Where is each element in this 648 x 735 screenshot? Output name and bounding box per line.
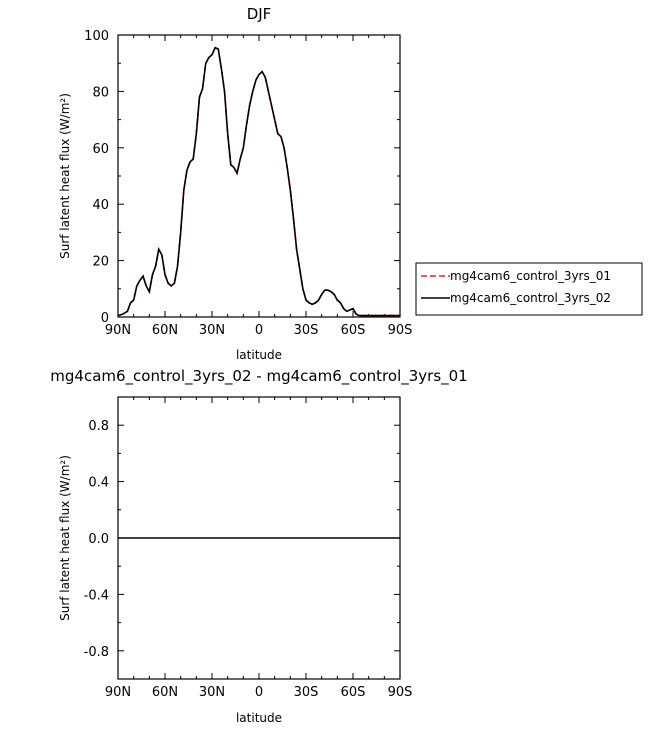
bottom-panel: mg4cam6_control_3yrs_02 - mg4cam6_contro… — [50, 367, 467, 725]
top-series-line-2 — [117, 46, 400, 317]
top-x-tick-label: 0 — [255, 323, 263, 338]
top-x-axis-label: latitude — [236, 348, 282, 362]
top-panel: DJF 90N 60N 30N 0 30S 60S 90S 0 20 40 60 80 100 lati… — [58, 5, 412, 362]
top-y-axis-label: Surf latent heat flux (W/m²) — [58, 93, 72, 259]
top-series-line-1 — [117, 46, 400, 317]
bottom-x-tick-label: 60N — [152, 685, 178, 700]
top-x-tick-label: 90S — [388, 323, 413, 338]
bottom-x-tick-label: 30N — [199, 685, 225, 700]
top-x-tick-label: 60N — [152, 323, 178, 338]
top-x-tick-label: 30N — [199, 323, 225, 338]
bottom-y-tick-label: -0.8 — [84, 645, 109, 660]
top-series-group — [117, 46, 400, 317]
top-x-tick-label: 30S — [294, 323, 319, 338]
top-plot-frame — [117, 34, 401, 318]
top-y-tick-label: 20 — [92, 255, 109, 270]
top-y-tick-label: 100 — [84, 29, 109, 44]
bottom-y-tick-label: 0.8 — [88, 419, 109, 434]
bottom-ticks: 90N 60N 30N 0 30S 60S 90S -0.8 -0.4 0.0 0.4 0.8 — [84, 396, 413, 700]
top-y-tick-label: 60 — [92, 142, 109, 157]
top-y-tick-label: 40 — [92, 198, 109, 213]
top-x-tick-label: 60S — [341, 323, 366, 338]
bottom-y-axis-label: Surf latent heat flux (W/m²) — [58, 455, 72, 621]
legend-label-series-2: mg4cam6_control_3yrs_02 — [450, 291, 611, 305]
bottom-x-axis-label: latitude — [236, 711, 282, 725]
top-ticks: 90N 60N 30N 0 30S 60S 90S 0 20 40 60 80 100 — [84, 29, 412, 338]
bottom-x-tick-label: 60S — [341, 685, 366, 700]
legend-box — [415, 262, 643, 316]
top-y-tick-label: 0 — [101, 311, 109, 326]
bottom-x-tick-label: 0 — [255, 685, 263, 700]
bottom-chart-title: mg4cam6_control_3yrs_02 - mg4cam6_contro… — [50, 367, 467, 386]
bottom-x-tick-label: 30S — [294, 685, 319, 700]
legend-label-series-1: mg4cam6_control_3yrs_01 — [450, 269, 611, 283]
bottom-x-tick-label: 90S — [388, 685, 413, 700]
bottom-y-tick-label: 0.4 — [88, 476, 109, 491]
bottom-x-tick-label: 90N — [105, 685, 131, 700]
bottom-y-tick-label: -0.4 — [84, 588, 109, 603]
legend: mg4cam6_control_3yrs_01 mg4cam6_control_… — [415, 262, 643, 316]
top-y-tick-label: 80 — [92, 85, 109, 100]
top-chart-title: DJF — [247, 5, 272, 23]
bottom-y-tick-label: 0.0 — [88, 532, 109, 547]
top-x-tick-label: 90N — [105, 323, 131, 338]
